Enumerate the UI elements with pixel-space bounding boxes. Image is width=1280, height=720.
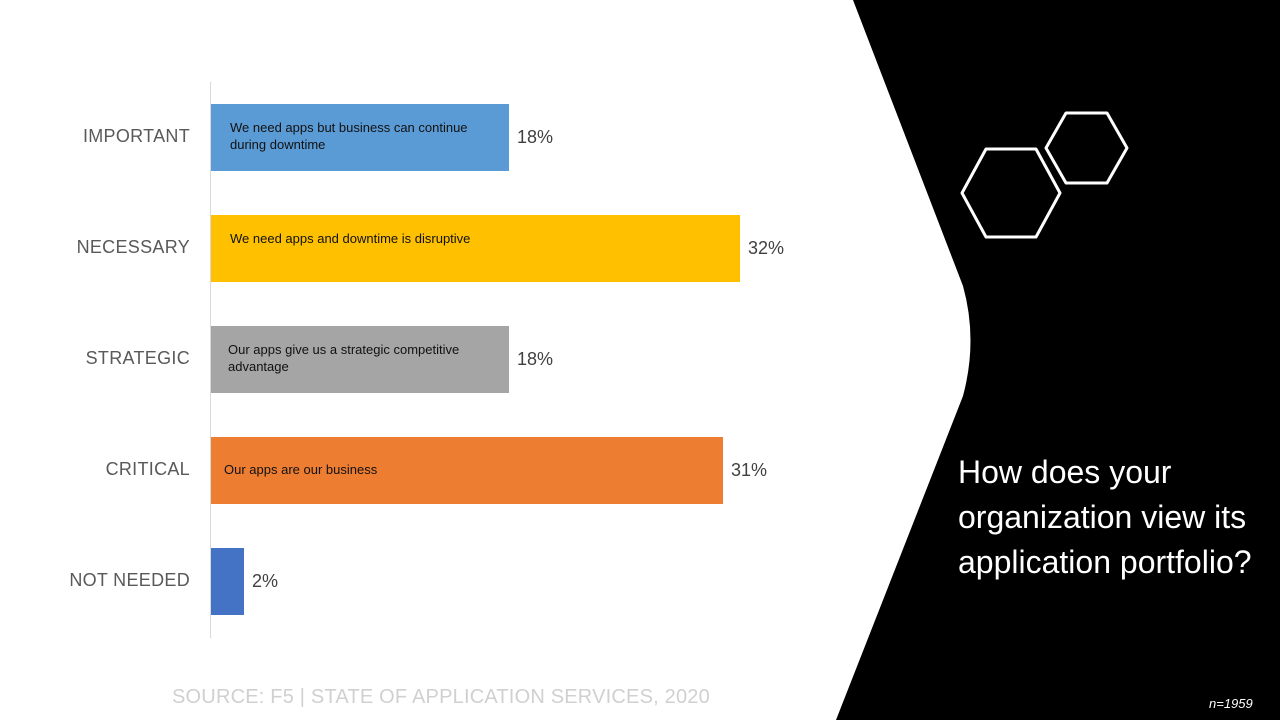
bar (211, 215, 740, 282)
bar-description: Our apps are our business (224, 462, 378, 477)
bar-description: We need apps and downtime is disruptive (230, 231, 471, 246)
sample-size-label: n=1959 (1209, 696, 1253, 711)
category-label: STRATEGIC (85, 348, 190, 368)
question-title: How does your organization view its appl… (958, 454, 1252, 580)
category-label: CRITICAL (105, 459, 190, 479)
category-axis-line (210, 82, 211, 638)
value-label: 18% (517, 349, 554, 369)
hexagon-outline-icon (960, 147, 1062, 239)
category-label: NECESSARY (76, 237, 190, 257)
value-label: 32% (748, 238, 785, 258)
category-label: IMPORTANT (82, 126, 190, 146)
value-label: 2% (252, 571, 279, 591)
bar (211, 437, 723, 504)
hexagon-outline-icon (1044, 111, 1129, 185)
category-label: NOT NEEDED (69, 570, 190, 590)
source-caption: SOURCE: F5 | STATE OF APPLICATION SERVIC… (172, 686, 710, 708)
value-label: 31% (731, 460, 768, 480)
bar-description: We need apps but business can continue d… (230, 120, 468, 152)
bar (211, 326, 509, 393)
bar (211, 104, 509, 171)
value-label: 18% (517, 127, 554, 147)
bar (211, 548, 244, 615)
bar-description: Our apps give us a strategic competitive… (228, 342, 460, 374)
